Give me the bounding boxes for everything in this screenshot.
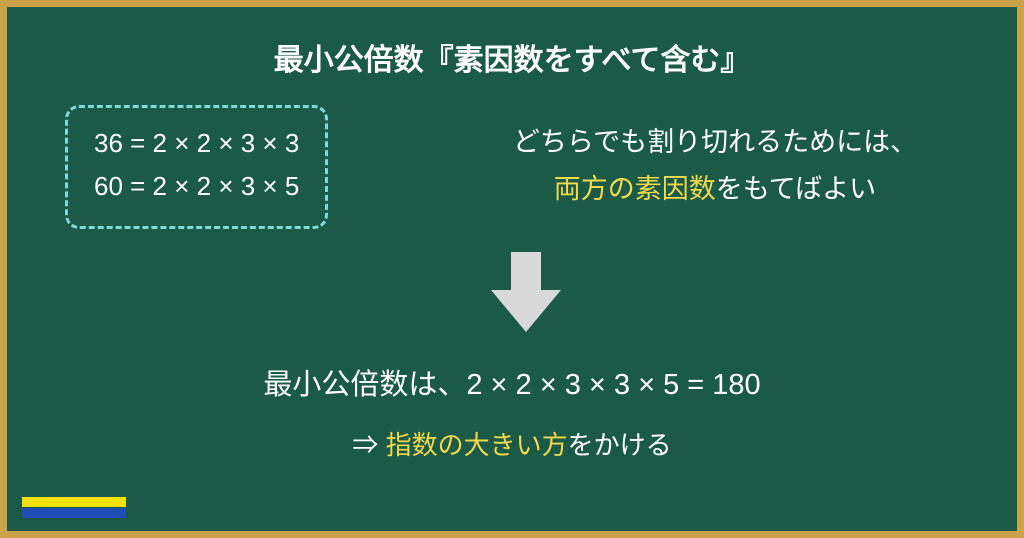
explain-line1: どちらでも割り切れるためには、 [445, 119, 985, 166]
chalkboard: 最小公倍数『素因数をすべて含む』 36 = 2 × 2 × 3 × 3 60 =… [7, 7, 1017, 531]
down-arrow-icon [491, 252, 561, 337]
marker-bar-blue [22, 508, 126, 518]
explanation: どちらでも割り切れるためには、 両方の素因数をもてばよい [445, 119, 985, 214]
factor-line-60: 60 = 2 × 2 × 3 × 5 [94, 165, 299, 208]
marker-bar-yellow [22, 497, 126, 507]
title-bracketed: 『素因数をすべて含む』 [424, 44, 751, 77]
hint-tail: をかける [568, 430, 672, 460]
factorization-box: 36 = 2 × 2 × 3 × 3 60 = 2 × 2 × 3 × 5 [65, 105, 328, 229]
hint-accent: 指数の大きい方 [386, 430, 568, 460]
hint-arrow: ⇒ [352, 430, 385, 460]
gold-frame: 最小公倍数『素因数をすべて含む』 36 = 2 × 2 × 3 × 3 60 =… [0, 0, 1024, 538]
lcm-result: 最小公倍数は、2 × 2 × 3 × 3 × 5 = 180 [7, 361, 1017, 403]
title-pre: 最小公倍数 [274, 44, 424, 77]
lcm-label: 最小公倍数は、 [263, 369, 466, 401]
factor-line-36: 36 = 2 × 2 × 3 × 3 [94, 122, 299, 165]
hint-line: ⇒ 指数の大きい方をかける [7, 425, 1017, 462]
corner-marker-icon [22, 497, 126, 518]
explain-line2: 両方の素因数をもてばよい [445, 166, 985, 213]
title: 最小公倍数『素因数をすべて含む』 [7, 35, 1017, 79]
lcm-expression: 2 × 2 × 3 × 3 × 5 = 180 [466, 369, 760, 401]
explain-tail: をもてばよい [716, 174, 876, 204]
explain-accent: 両方の素因数 [554, 174, 716, 204]
